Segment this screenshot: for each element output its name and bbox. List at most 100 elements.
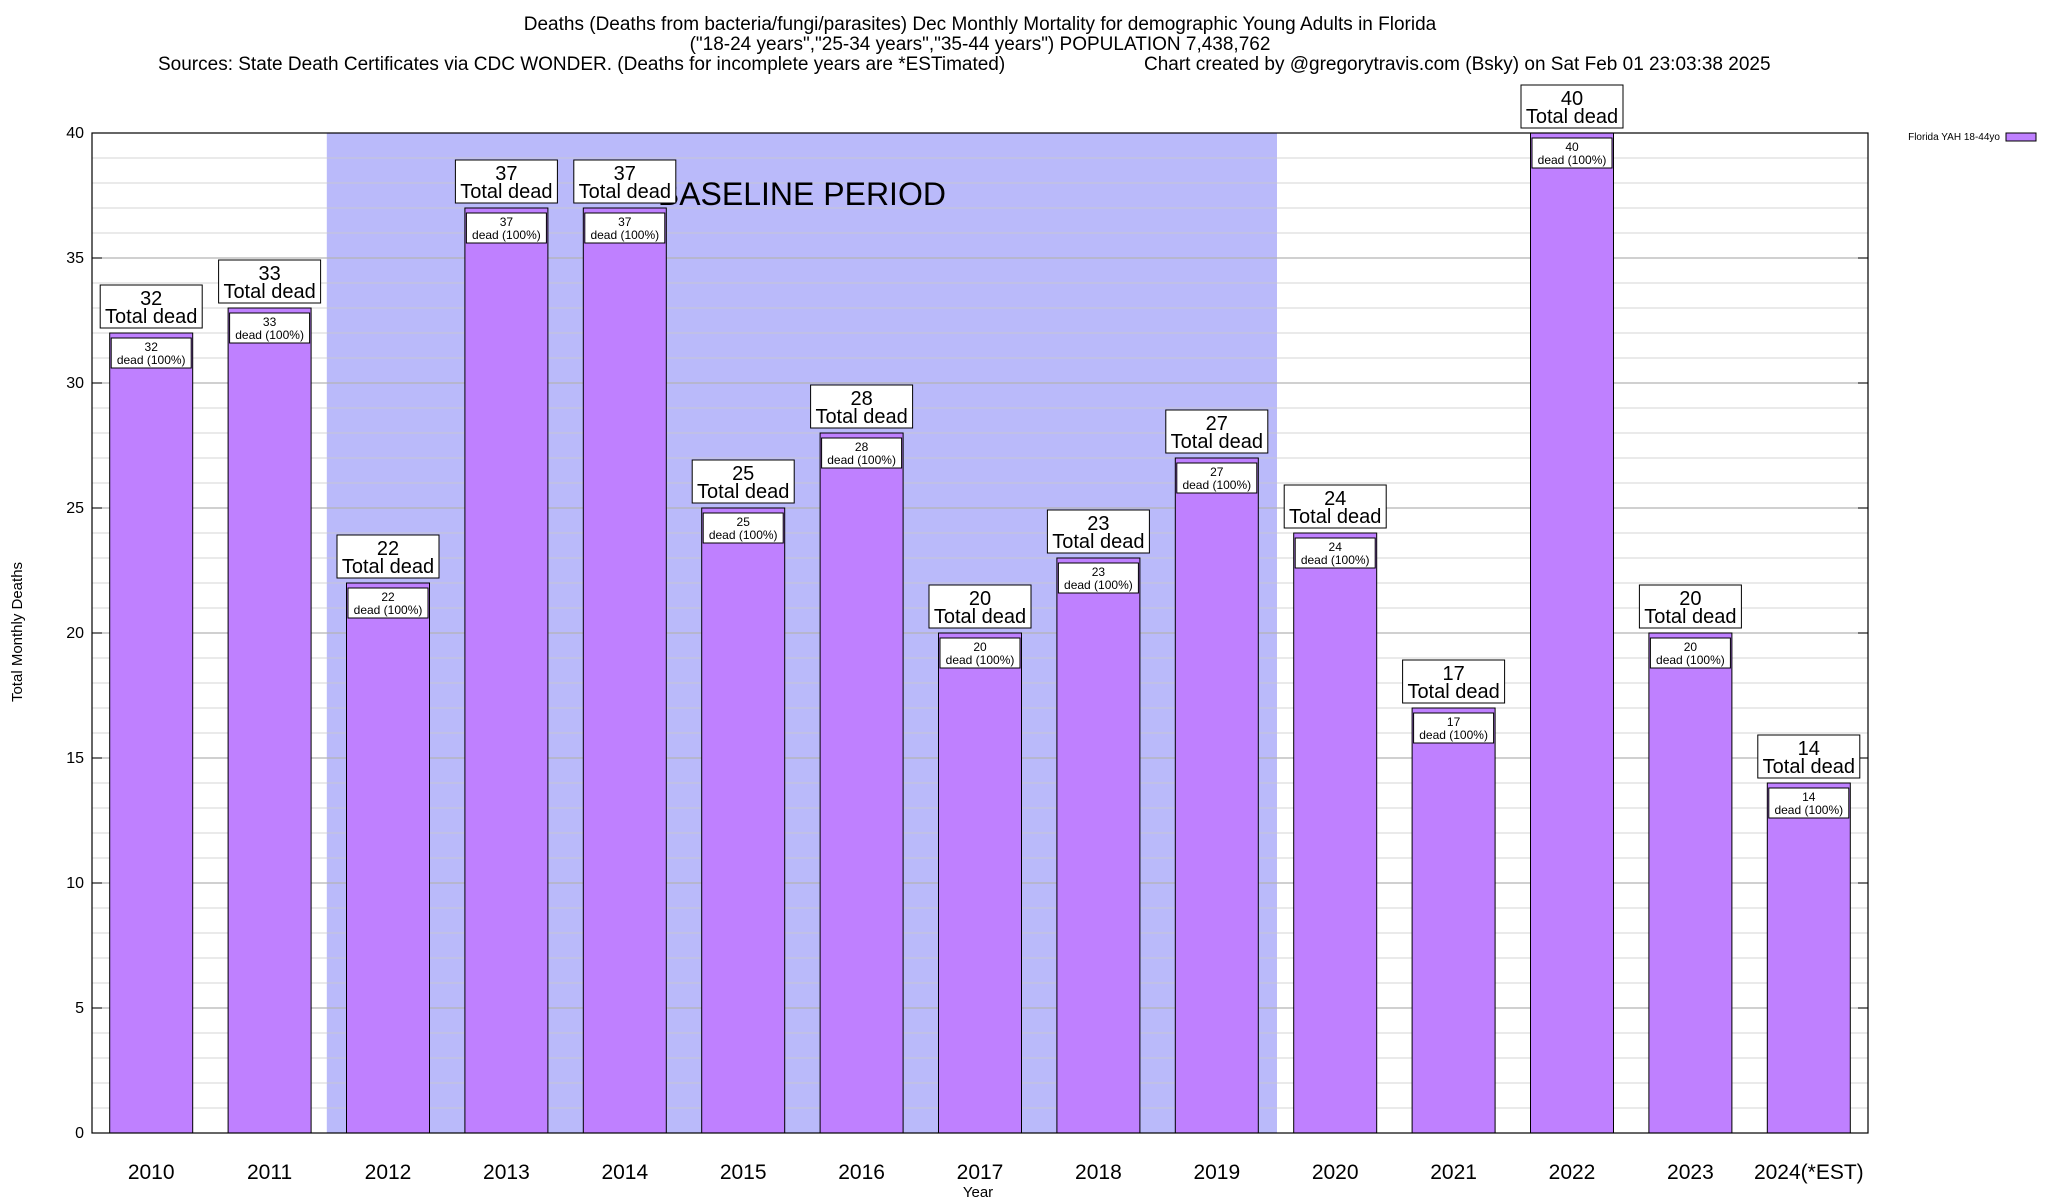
bar-inner-value: 37: [618, 215, 632, 229]
bar-total-label-box: [1046, 509, 1150, 554]
y-tick-label: 0: [75, 1125, 84, 1142]
bar: [464, 207, 549, 1134]
bar-total-value: 22: [377, 538, 399, 560]
bar-inner-pct: dead (100%): [472, 228, 541, 242]
bar-total-text: Total dead: [223, 281, 315, 303]
bar-inner-label-box: [1531, 137, 1613, 169]
x-tick-label: 2020: [1312, 1161, 1359, 1184]
x-tick-label: 2014: [601, 1161, 648, 1184]
x-tick-label: 2011: [247, 1161, 292, 1184]
bar-total-text: Total dead: [1644, 606, 1736, 628]
bar-inner-label-box: [229, 312, 311, 344]
bar: [1530, 132, 1614, 1134]
bar: [1056, 557, 1141, 1134]
y-tick-label: 30: [66, 375, 84, 392]
bar-inner-value: 17: [1447, 715, 1461, 729]
bar: [1648, 632, 1733, 1134]
bar-total-label-box: [1638, 584, 1742, 629]
bar-inner-label-box: [110, 337, 192, 369]
bar-inner-pct: dead (100%): [946, 653, 1015, 667]
bar-inner-label-box: [1413, 712, 1495, 744]
bar-inner-pct: dead (100%): [117, 353, 186, 367]
bar: [938, 632, 1022, 1134]
bar-total-value: 28: [850, 388, 872, 410]
bar: [701, 507, 786, 1134]
bar-inner-pct: dead (100%): [709, 528, 778, 542]
bar: [819, 432, 904, 1134]
chart-credit: Chart created by @gregorytravis.com (Bsk…: [1144, 54, 1771, 75]
bar-total-text: Total dead: [1526, 106, 1618, 128]
bar: [346, 582, 430, 1134]
bar-total-value: 20: [1679, 588, 1701, 610]
bar-inner-label-box: [584, 212, 666, 244]
bar-total-text: Total dead: [934, 606, 1026, 628]
bar-total-label-box: [1520, 84, 1624, 129]
y-axis-title: Total Monthly Deaths: [9, 562, 26, 702]
bar-total-label-box: [1402, 659, 1506, 704]
bar-inner-label-box: [939, 637, 1021, 669]
bar-inner-pct: dead (100%): [354, 603, 423, 617]
baseline-period-label: BASELINE PERIOD: [658, 176, 946, 212]
bar-inner-pct: dead (100%): [1182, 478, 1251, 492]
y-tick-label: 10: [66, 875, 84, 892]
x-tick-label: 2017: [957, 1161, 1004, 1184]
bar-inner-value: 25: [737, 515, 751, 529]
bar: [1766, 782, 1851, 1134]
bar-total-text: Total dead: [697, 481, 789, 503]
bar-inner-label-box: [821, 437, 903, 469]
bar-inner-value: 20: [1684, 640, 1698, 654]
bar-inner-value: 32: [145, 340, 159, 354]
bar-total-value: 32: [140, 288, 162, 310]
x-axis-title: Year: [963, 1184, 993, 1200]
bar-total-text: Total dead: [1289, 506, 1381, 528]
y-tick-label: 20: [66, 625, 84, 642]
legend-label: Florida YAH 18-44yo: [1908, 132, 2000, 143]
bar: [582, 207, 667, 1134]
bar-total-label-box: [928, 584, 1032, 629]
bar-total-value: 33: [258, 263, 280, 285]
x-tick-label: 2019: [1193, 1161, 1240, 1184]
y-tick-label: 5: [75, 1000, 84, 1017]
bar-total-text: Total dead: [815, 406, 907, 428]
bar-total-text: Total dead: [460, 181, 552, 203]
bar-inner-value: 33: [263, 315, 277, 329]
bar-inner-pct: dead (100%): [1301, 553, 1370, 567]
bar-inner-pct: dead (100%): [1538, 153, 1607, 167]
x-tick-label: 2023: [1667, 1161, 1714, 1184]
bar-inner-value: 27: [1210, 465, 1224, 479]
bar-total-label-box: [1757, 734, 1861, 779]
bar-inner-value: 40: [1565, 140, 1579, 154]
bar-total-label-box: [336, 534, 440, 579]
bar-total-label-box: [810, 384, 914, 429]
bar-total-label-box: [454, 159, 558, 204]
x-tick-label: 2016: [838, 1161, 885, 1184]
bar-inner-value: 24: [1329, 540, 1343, 554]
bar-inner-pct: dead (100%): [1656, 653, 1725, 667]
bar-total-text: Total dead: [1407, 681, 1499, 703]
x-tick-label: 2015: [720, 1161, 767, 1184]
bar-total-value: 17: [1442, 663, 1464, 685]
bar: [1411, 707, 1496, 1134]
bar-inner-label-box: [465, 212, 547, 244]
y-tick-label: 40: [66, 125, 84, 142]
bar-total-value: 40: [1561, 88, 1583, 110]
source-note: Sources: State Death Certificates via CD…: [158, 54, 1006, 75]
bar-total-text: Total dead: [1052, 531, 1144, 553]
x-tick-label: 2024(*EST): [1754, 1161, 1864, 1184]
bar-total-value: 20: [969, 588, 991, 610]
bar-inner-label-box: [347, 587, 429, 619]
bar-total-text: Total dead: [579, 181, 671, 203]
bar-total-label-box: [1165, 409, 1269, 454]
bar-inner-pct: dead (100%): [827, 453, 896, 467]
bar-inner-pct: dead (100%): [235, 328, 304, 342]
bar-inner-label-box: [1176, 462, 1258, 494]
x-tick-label: 2021: [1430, 1161, 1477, 1184]
chart-subtitle: ("18-24 years","25-34 years","35-44 year…: [689, 34, 1271, 55]
plot-frame: [91, 132, 1869, 1134]
bar-total-value: 14: [1798, 738, 1820, 760]
x-tick-label: 2012: [365, 1161, 412, 1184]
bar-total-text: Total dead: [105, 306, 197, 328]
y-tick-label: 15: [66, 750, 84, 767]
bar-inner-value: 20: [973, 640, 987, 654]
